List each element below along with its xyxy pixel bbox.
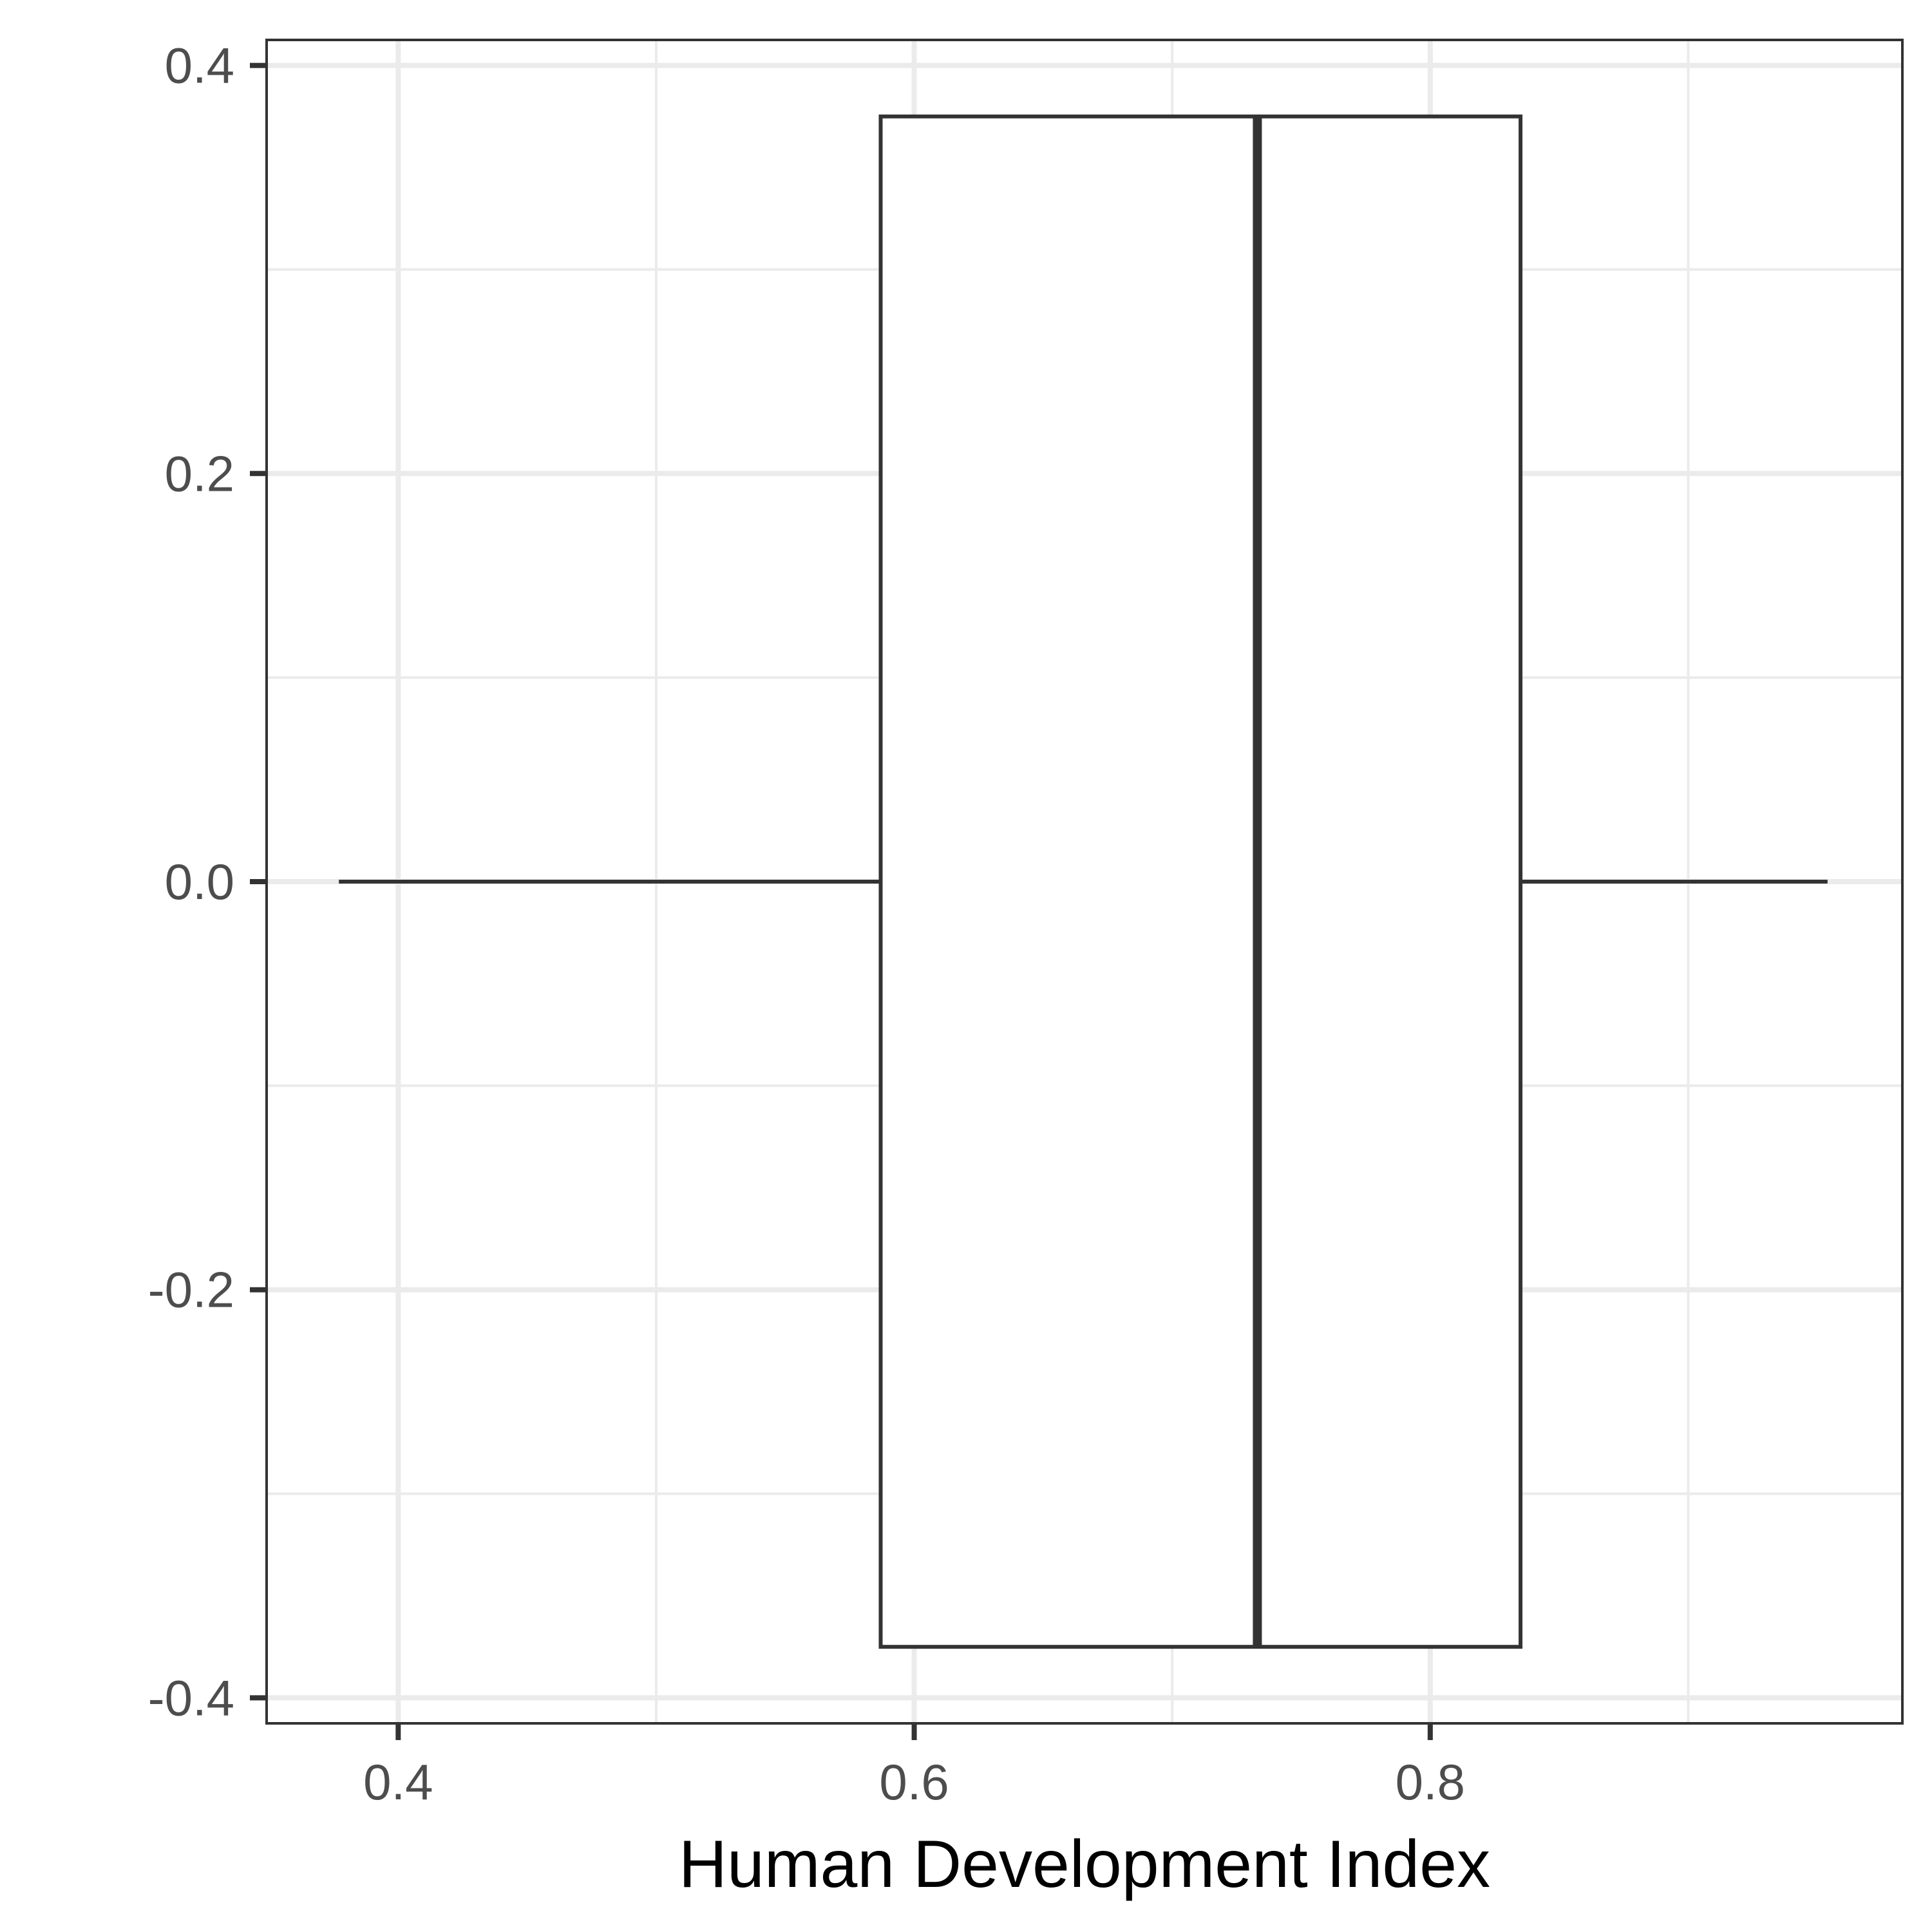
x-tick-label: 0.6 — [879, 1754, 949, 1810]
y-tick-label: 0.2 — [165, 445, 234, 502]
y-axis: 0.4 0.2 0.0 -0.2 -0.4 — [148, 37, 267, 1726]
y-tick-label: 0.0 — [165, 853, 234, 910]
x-tick-label: 0.8 — [1396, 1754, 1465, 1810]
x-axis: 0.4 0.6 0.8 — [363, 1723, 1465, 1810]
y-tick-label: 0.4 — [165, 37, 234, 94]
y-tick-label: -0.2 — [148, 1262, 234, 1318]
box-iqr — [878, 114, 1523, 1649]
x-tick-label: 0.4 — [363, 1754, 433, 1810]
y-tick-label: -0.4 — [148, 1669, 234, 1726]
x-axis-title: Human Development Index — [679, 1827, 1490, 1902]
box-plot — [339, 114, 1828, 1649]
